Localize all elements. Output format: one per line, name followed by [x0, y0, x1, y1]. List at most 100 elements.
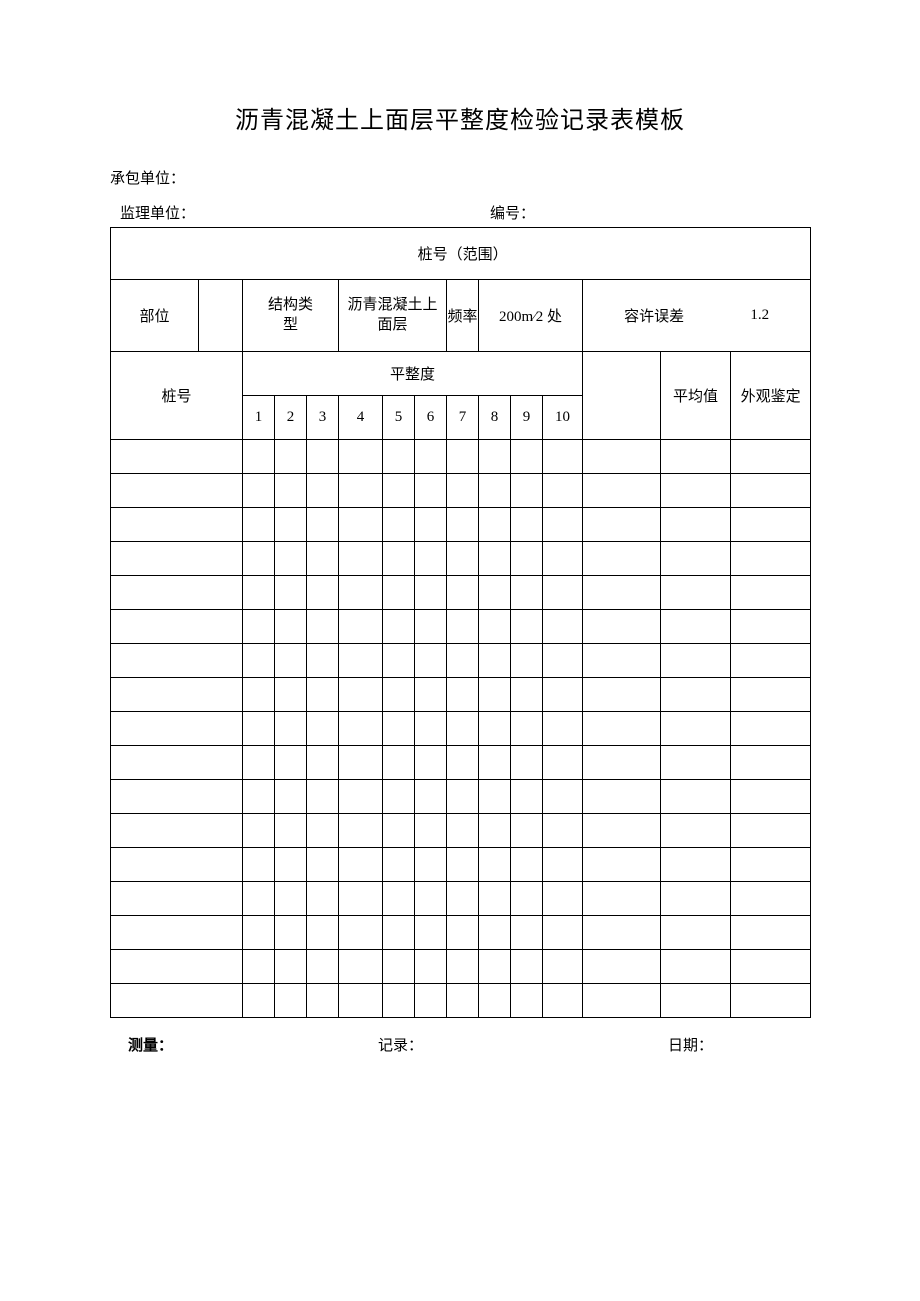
- flat-10[interactable]: [543, 712, 583, 746]
- gap-cell[interactable]: [583, 474, 661, 508]
- appearance-cell[interactable]: [731, 474, 811, 508]
- flat-6[interactable]: [415, 440, 447, 474]
- flat-10[interactable]: [543, 814, 583, 848]
- flat-7[interactable]: [447, 440, 479, 474]
- avg-cell[interactable]: [661, 576, 731, 610]
- avg-cell[interactable]: [661, 712, 731, 746]
- flat-4[interactable]: [339, 474, 383, 508]
- flat-6[interactable]: [415, 950, 447, 984]
- flat-8[interactable]: [479, 440, 511, 474]
- appearance-cell[interactable]: [731, 508, 811, 542]
- pile-no-cell[interactable]: [111, 440, 243, 474]
- flat-8[interactable]: [479, 950, 511, 984]
- flat-4[interactable]: [339, 916, 383, 950]
- flat-4[interactable]: [339, 440, 383, 474]
- flat-10[interactable]: [543, 780, 583, 814]
- flat-2[interactable]: [275, 644, 307, 678]
- flat-9[interactable]: [511, 950, 543, 984]
- flat-8[interactable]: [479, 712, 511, 746]
- flat-5[interactable]: [383, 848, 415, 882]
- flat-1[interactable]: [243, 474, 275, 508]
- flat-9[interactable]: [511, 610, 543, 644]
- flat-7[interactable]: [447, 848, 479, 882]
- avg-cell[interactable]: [661, 984, 731, 1018]
- flat-2[interactable]: [275, 916, 307, 950]
- flat-2[interactable]: [275, 542, 307, 576]
- flat-8[interactable]: [479, 780, 511, 814]
- flat-2[interactable]: [275, 678, 307, 712]
- position-value[interactable]: [199, 280, 243, 352]
- flat-8[interactable]: [479, 644, 511, 678]
- flat-8[interactable]: [479, 576, 511, 610]
- flat-7[interactable]: [447, 576, 479, 610]
- flat-9[interactable]: [511, 746, 543, 780]
- flat-5[interactable]: [383, 440, 415, 474]
- flat-6[interactable]: [415, 848, 447, 882]
- flat-7[interactable]: [447, 474, 479, 508]
- flat-6[interactable]: [415, 916, 447, 950]
- flat-1[interactable]: [243, 576, 275, 610]
- flat-7[interactable]: [447, 950, 479, 984]
- flat-9[interactable]: [511, 780, 543, 814]
- flat-3[interactable]: [307, 644, 339, 678]
- flat-2[interactable]: [275, 576, 307, 610]
- pile-no-cell[interactable]: [111, 882, 243, 916]
- flat-1[interactable]: [243, 678, 275, 712]
- flat-7[interactable]: [447, 780, 479, 814]
- gap-cell[interactable]: [583, 610, 661, 644]
- flat-2[interactable]: [275, 712, 307, 746]
- gap-cell[interactable]: [583, 780, 661, 814]
- flat-1[interactable]: [243, 610, 275, 644]
- flat-1[interactable]: [243, 542, 275, 576]
- flat-9[interactable]: [511, 882, 543, 916]
- avg-cell[interactable]: [661, 848, 731, 882]
- flat-1[interactable]: [243, 780, 275, 814]
- flat-10[interactable]: [543, 508, 583, 542]
- flat-7[interactable]: [447, 610, 479, 644]
- flat-8[interactable]: [479, 814, 511, 848]
- flat-1[interactable]: [243, 508, 275, 542]
- flat-3[interactable]: [307, 508, 339, 542]
- flat-5[interactable]: [383, 712, 415, 746]
- avg-cell[interactable]: [661, 814, 731, 848]
- flat-4[interactable]: [339, 950, 383, 984]
- flat-1[interactable]: [243, 814, 275, 848]
- gap-cell[interactable]: [583, 542, 661, 576]
- flat-6[interactable]: [415, 712, 447, 746]
- flat-9[interactable]: [511, 712, 543, 746]
- flat-4[interactable]: [339, 814, 383, 848]
- pile-no-cell[interactable]: [111, 644, 243, 678]
- flat-3[interactable]: [307, 814, 339, 848]
- flat-10[interactable]: [543, 440, 583, 474]
- appearance-cell[interactable]: [731, 984, 811, 1018]
- gap-cell[interactable]: [583, 712, 661, 746]
- avg-cell[interactable]: [661, 916, 731, 950]
- flat-5[interactable]: [383, 984, 415, 1018]
- flat-8[interactable]: [479, 984, 511, 1018]
- flat-10[interactable]: [543, 984, 583, 1018]
- avg-cell[interactable]: [661, 644, 731, 678]
- flat-1[interactable]: [243, 916, 275, 950]
- pile-no-cell[interactable]: [111, 576, 243, 610]
- flat-10[interactable]: [543, 746, 583, 780]
- flat-9[interactable]: [511, 508, 543, 542]
- pile-no-cell[interactable]: [111, 678, 243, 712]
- flat-6[interactable]: [415, 678, 447, 712]
- flat-5[interactable]: [383, 508, 415, 542]
- flat-3[interactable]: [307, 984, 339, 1018]
- appearance-cell[interactable]: [731, 678, 811, 712]
- flat-2[interactable]: [275, 746, 307, 780]
- flat-8[interactable]: [479, 882, 511, 916]
- flat-7[interactable]: [447, 916, 479, 950]
- flat-5[interactable]: [383, 746, 415, 780]
- flat-1[interactable]: [243, 848, 275, 882]
- flat-3[interactable]: [307, 882, 339, 916]
- avg-cell[interactable]: [661, 440, 731, 474]
- flat-5[interactable]: [383, 780, 415, 814]
- flat-9[interactable]: [511, 542, 543, 576]
- pile-no-cell[interactable]: [111, 712, 243, 746]
- gap-cell[interactable]: [583, 644, 661, 678]
- flat-4[interactable]: [339, 746, 383, 780]
- avg-cell[interactable]: [661, 950, 731, 984]
- flat-2[interactable]: [275, 950, 307, 984]
